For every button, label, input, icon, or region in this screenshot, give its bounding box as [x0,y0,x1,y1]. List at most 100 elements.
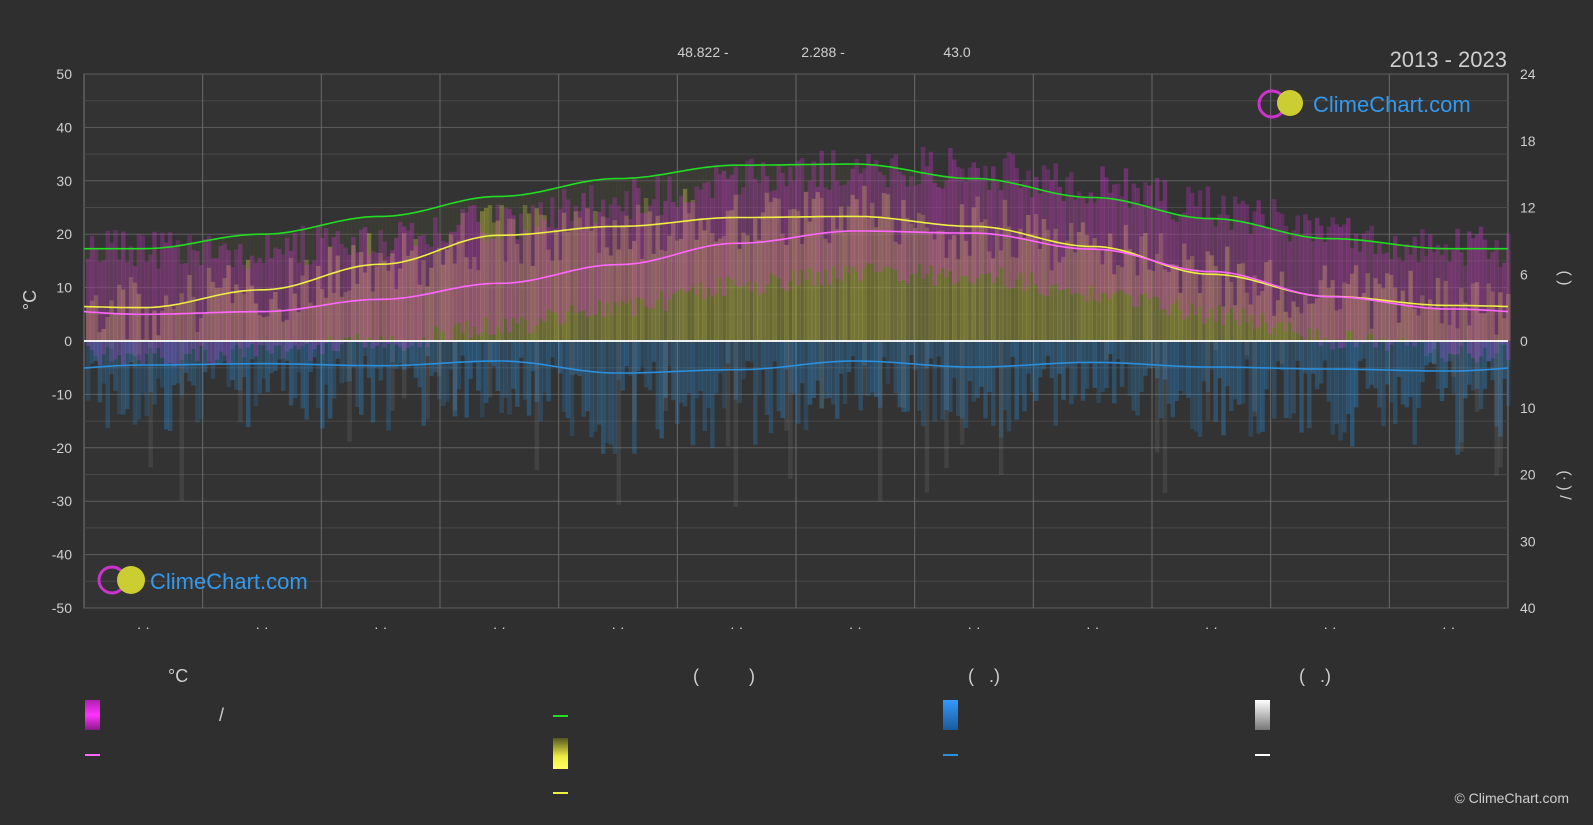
precip-bar [308,341,313,372]
sunshine-bar [616,249,622,341]
daylight-bar [433,208,438,341]
precip-bar [1385,341,1390,385]
daylight-bar [815,164,821,341]
daylight-bar [437,207,442,341]
precip-bar [1271,341,1277,419]
temp-range-bar [269,258,274,354]
temp-range-bar [636,187,641,298]
daylight-bar [1459,248,1464,341]
temp-range-bar [300,225,306,346]
sunshine-bar [234,284,239,341]
sunshine-bar [1088,247,1094,341]
precip-bar [339,341,345,384]
precip-bar [1037,341,1043,378]
sunshine-bar [359,252,364,341]
temp-range-bar [1357,251,1363,341]
temp-range-bar [1299,236,1304,337]
sunshine-bar [846,206,852,341]
temp-range-bar [351,236,356,342]
sunshine-bar [261,317,267,341]
temp-range-bar [312,260,317,350]
sunshine-bar [479,211,485,341]
sunshine-bar [940,230,945,341]
precip-bar [1275,341,1281,362]
precip-bar [1283,341,1289,418]
sunshine-bar [1322,265,1328,341]
precip-bar [1502,341,1507,379]
sunshine-bar [815,192,821,341]
sunshine-bar [1396,322,1402,341]
daylight-bar [967,178,973,341]
temp-range-bar [113,229,118,360]
sunshine-bar [1186,259,1191,341]
daylight-bar [698,168,703,341]
sunshine-bar [1389,274,1394,341]
precip-bar [1295,341,1300,361]
temp-range-bar [413,245,419,341]
daylight-bar [1396,244,1402,341]
sunshine-bar [1424,306,1429,341]
temp-range-bar [448,231,454,342]
period-title: 2013 - 2023 [1390,47,1507,72]
temp-range-bar [515,239,520,324]
daylight-bar [1190,216,1195,341]
daylight-bar [1092,197,1098,341]
precip-bar [401,341,407,370]
temp-range-bar [1236,203,1242,326]
temp-range-bar [1209,217,1215,309]
temp-range-bar [261,262,267,346]
snow-bar [452,341,458,411]
daylight-bar [1334,238,1339,341]
daylight-bar [105,248,110,341]
daylight-bar [331,222,337,341]
precip-bar [998,341,1004,438]
precip-bar [1396,341,1402,377]
daylight-bar [93,248,99,341]
temp-range-bar [331,237,337,351]
daylight-bar [269,234,274,341]
temp-range-bar [433,217,438,326]
precip-bar [725,341,731,364]
sunshine-bar [1076,231,1082,341]
precip-bar [1244,341,1250,360]
sunshine-bar [468,268,473,341]
precip-bar [1080,341,1086,401]
temp-range-bar [1439,255,1445,359]
temp-range-bar [612,197,618,303]
precip-bar [913,341,918,371]
daylight-bar [526,194,532,341]
daylight-bar [1229,219,1234,341]
temp-range-bar [1346,217,1351,331]
sunshine-bar [569,228,575,341]
daylight-bar [199,242,204,341]
sunshine-bar [1221,306,1226,341]
sunshine-bar [741,232,746,341]
brand-logo-bottom: ClimeChart.com [97,565,308,595]
temp-range-bar [152,231,157,354]
precip-bar [1221,341,1226,436]
sunshine-bar [1065,240,1070,341]
temp-range-bar [710,198,715,297]
daylight-bar [370,216,376,341]
precip-bar [1252,341,1257,412]
temp-range-bar [928,151,934,266]
precip-bar [710,341,715,448]
temp-range-bar [1248,234,1254,315]
sunshine-bar [1271,315,1277,341]
temp-range-bar [788,166,793,282]
daylight-bar [1435,248,1441,341]
daylight-bar [359,217,364,341]
daylight-bar [1205,218,1211,341]
temp-range-bar [284,237,290,352]
temp-range-bar [565,199,571,312]
daylight-bar [97,248,103,341]
precip-bar [136,341,142,420]
temp-range-bar [717,174,723,279]
temp-range-bar [378,230,384,336]
sunshine-bar [608,255,614,341]
daylight-bar [1248,223,1254,341]
sunshine-bar [390,253,395,341]
snow-bar [304,341,309,345]
temp-range-bar [952,159,957,285]
daylight-bar [491,196,497,341]
